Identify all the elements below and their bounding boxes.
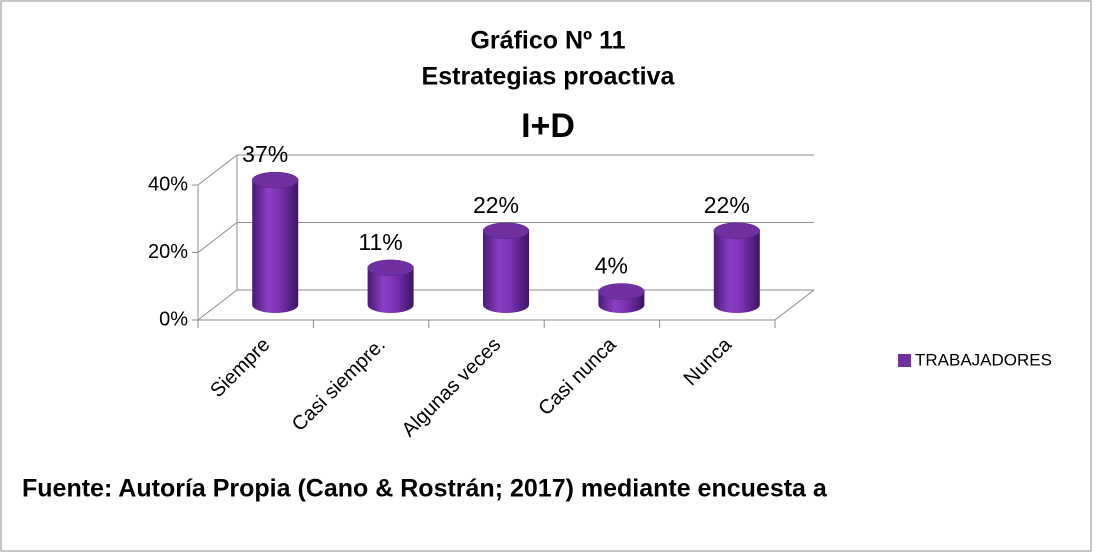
floor-right [774, 289, 815, 321]
grid-depth [197, 289, 238, 321]
bar-top [713, 222, 761, 239]
annotation: I+D [521, 107, 575, 145]
y-tick-label: 20% [148, 241, 188, 263]
bar [367, 267, 414, 313]
value-label: 22% [704, 192, 750, 218]
legend-label: TRABAJADORES [915, 350, 1052, 369]
bar-top [367, 259, 414, 277]
chart-subtitle: Estrategias proactiva [422, 63, 676, 91]
value-label: 37% [242, 141, 288, 167]
bar [713, 230, 760, 313]
value-label: 11% [358, 229, 402, 255]
y-tick-label: 0% [159, 308, 188, 330]
source: Fuente: Autoría Propia (Cano & Rostrán; … [22, 475, 828, 503]
grid-depth [197, 154, 238, 186]
bar-top [251, 171, 299, 189]
y-tick-label: 40% [148, 173, 188, 195]
grid-depth [197, 222, 238, 253]
bar [252, 180, 299, 313]
bar-top [482, 222, 530, 239]
value-label: 22% [473, 192, 519, 218]
value-label: 4% [595, 253, 628, 279]
legend-swatch [898, 354, 911, 367]
bar [483, 230, 529, 313]
chart-title: Gráfico Nº 11 [470, 27, 625, 55]
bar-top [598, 283, 645, 300]
